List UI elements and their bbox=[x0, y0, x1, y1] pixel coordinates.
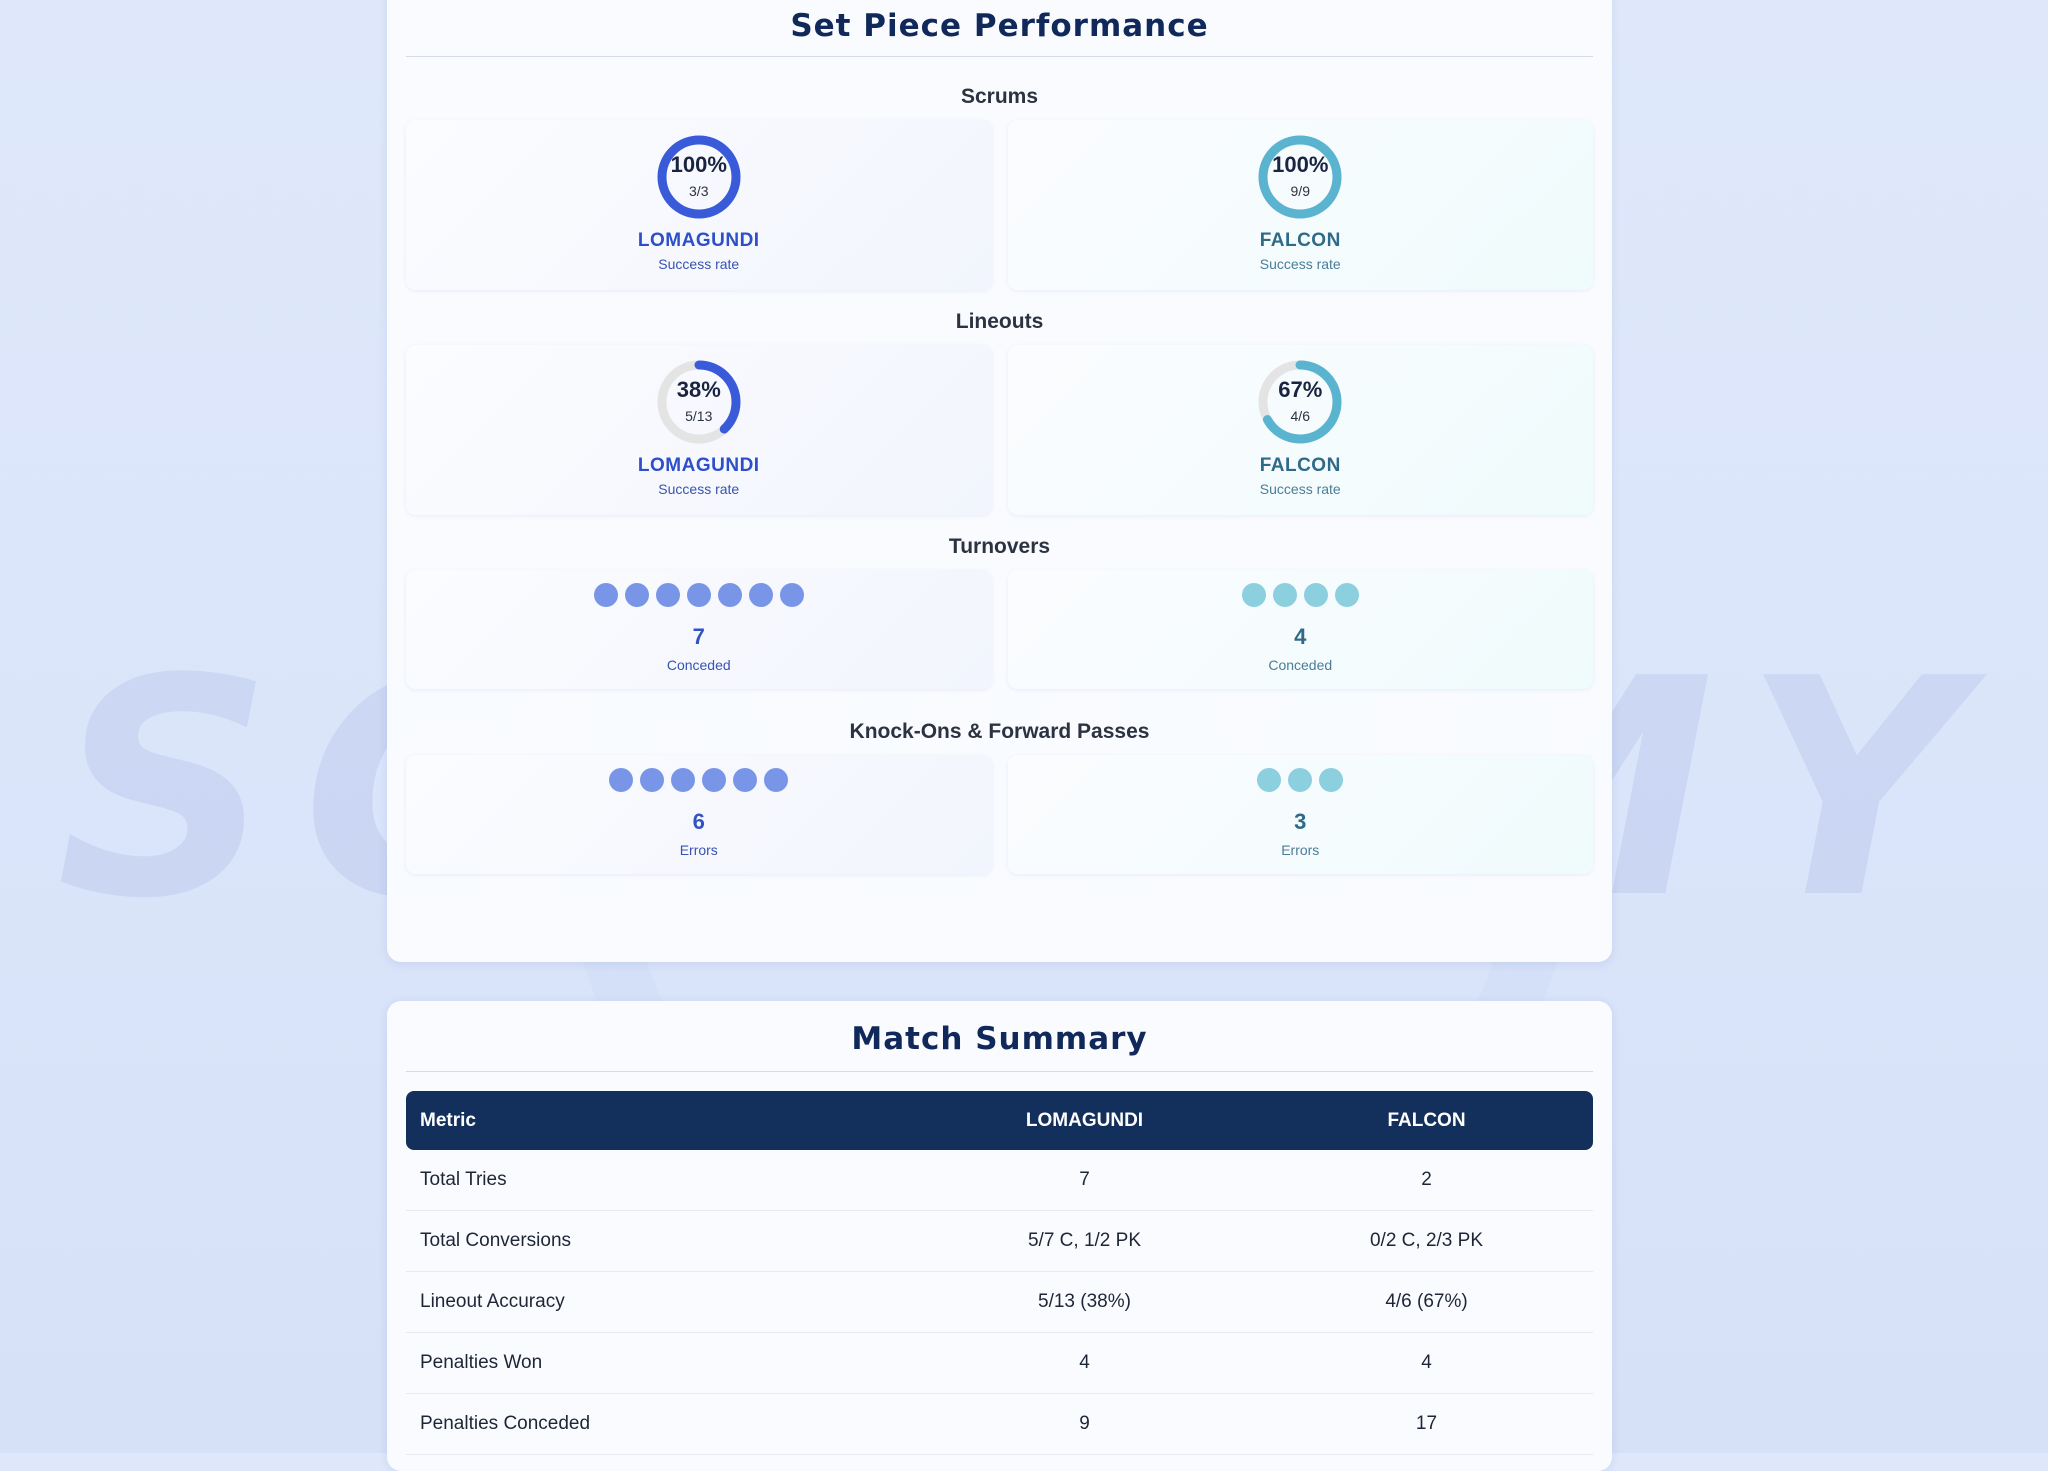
knock-ons-away-count: 3 bbox=[1294, 809, 1307, 834]
scrums-away-percent: 100% bbox=[1272, 152, 1329, 177]
lineouts-away-percent: 67% bbox=[1278, 377, 1323, 402]
knock-ons-heading: Knock-Ons & Forward Passes bbox=[849, 720, 1150, 743]
home-value-cell: 7 bbox=[909, 1150, 1260, 1211]
lineouts-away-ring: 67% 4/6 bbox=[1257, 359, 1343, 445]
table-row: Lineout Accuracy 5/13 (38%) 4/6 (67%) bbox=[406, 1271, 1593, 1333]
count-dot bbox=[1319, 768, 1344, 792]
scrums-away-fraction: 9/9 bbox=[1290, 183, 1310, 199]
turnovers-away-dots bbox=[1008, 583, 1594, 607]
count-dot bbox=[624, 583, 649, 607]
count-dot bbox=[1334, 583, 1359, 607]
count-dot bbox=[1272, 583, 1297, 607]
divider bbox=[406, 1071, 1593, 1072]
count-dot bbox=[1241, 583, 1266, 607]
lineouts-home-ring: 38% 5/13 bbox=[656, 359, 742, 445]
knock-ons-away-panel: 3 Errors bbox=[1007, 755, 1594, 874]
lineouts-away-sublabel: Success rate bbox=[1259, 481, 1341, 497]
lineouts-home-team: LOMAGUNDI bbox=[637, 455, 760, 476]
scrums-home-sublabel: Success rate bbox=[658, 256, 740, 272]
lineouts-away-panel: 67% 4/6 FALCON Success rate bbox=[1007, 345, 1593, 515]
summary-table: Metric LOMAGUNDI FALCON Total Tries 7 2 … bbox=[406, 1091, 1593, 1455]
count-dot bbox=[779, 583, 804, 607]
count-dot bbox=[686, 583, 711, 607]
table-row: Total Conversions 5/7 C, 1/2 PK 0/2 C, 2… bbox=[406, 1210, 1593, 1272]
home-value-cell: 5/13 (38%) bbox=[909, 1271, 1260, 1333]
count-dot bbox=[593, 583, 618, 607]
count-dot bbox=[1257, 768, 1282, 792]
lineouts-home-percent: 38% bbox=[676, 377, 721, 402]
set-piece-title: Set Piece Performance bbox=[790, 8, 1209, 44]
count-dot bbox=[640, 768, 665, 792]
count-dot bbox=[609, 768, 634, 792]
set-piece-card: Set Piece Performance Scrums 100% 3/3 LO… bbox=[387, 0, 1612, 962]
scrums-away-sublabel: Success rate bbox=[1259, 256, 1341, 272]
away-value-cell: 2 bbox=[1260, 1150, 1593, 1211]
count-dot bbox=[655, 583, 680, 607]
turnovers-heading: Turnovers bbox=[948, 535, 1051, 558]
lineouts-home-sublabel: Success rate bbox=[658, 481, 740, 497]
away-value-cell: 0/2 C, 2/3 PK bbox=[1260, 1210, 1593, 1272]
header-metric: Metric bbox=[420, 1109, 476, 1131]
knock-ons-home-panel: 6 Errors bbox=[406, 755, 992, 874]
match-summary-card: Match Summary Metric LOMAGUNDI FALCON To… bbox=[387, 1001, 1612, 1471]
scrums-away-panel: 100% 9/9 FALCON Success rate bbox=[1007, 120, 1593, 290]
metric-cell: Total Conversions bbox=[406, 1210, 909, 1272]
count-dot bbox=[717, 583, 742, 607]
scrums-heading: Scrums bbox=[960, 85, 1039, 108]
away-value-cell: 17 bbox=[1260, 1393, 1593, 1455]
away-value-cell: 4/6 (67%) bbox=[1260, 1271, 1593, 1333]
home-value-cell: 5/7 C, 1/2 PK bbox=[909, 1210, 1260, 1272]
knock-ons-home-dots bbox=[406, 768, 992, 792]
count-dot bbox=[702, 768, 727, 792]
turnovers-away-count: 4 bbox=[1294, 624, 1307, 649]
turnovers-home-panel: 7 Conceded bbox=[406, 570, 992, 689]
turnovers-away-sublabel: Conceded bbox=[1268, 657, 1333, 673]
header-home-team: LOMAGUNDI bbox=[1025, 1109, 1144, 1131]
count-dot bbox=[748, 583, 773, 607]
lineouts-home-panel: 38% 5/13 LOMAGUNDI Success rate bbox=[406, 345, 992, 515]
knock-ons-away-sublabel: Errors bbox=[1281, 842, 1320, 858]
count-dot bbox=[671, 768, 696, 792]
count-dot bbox=[733, 768, 758, 792]
summary-header-row: Metric LOMAGUNDI FALCON bbox=[406, 1091, 1593, 1150]
lineouts-away-fraction: 4/6 bbox=[1290, 408, 1310, 424]
header-away-team: FALCON bbox=[1387, 1109, 1466, 1131]
scrums-home-percent: 100% bbox=[670, 152, 727, 177]
knock-ons-away-dots bbox=[1008, 768, 1594, 792]
lineouts-home-fraction: 5/13 bbox=[685, 408, 713, 424]
table-row: Penalties Won 4 4 bbox=[406, 1332, 1593, 1394]
count-dot bbox=[764, 768, 789, 792]
away-value-cell: 4 bbox=[1260, 1332, 1593, 1394]
lineouts-heading: Lineouts bbox=[955, 310, 1044, 333]
table-row: Penalties Conceded 9 17 bbox=[406, 1393, 1593, 1455]
home-value-cell: 9 bbox=[909, 1393, 1260, 1455]
metric-cell: Lineout Accuracy bbox=[406, 1271, 909, 1333]
turnovers-home-count: 7 bbox=[692, 624, 705, 649]
turnovers-away-panel: 4 Conceded bbox=[1007, 570, 1594, 689]
table-row: Total Tries 7 2 bbox=[406, 1150, 1593, 1211]
divider bbox=[406, 56, 1593, 57]
knock-ons-home-sublabel: Errors bbox=[679, 842, 718, 858]
scrums-home-fraction: 3/3 bbox=[689, 183, 709, 199]
metric-cell: Total Tries bbox=[406, 1150, 909, 1211]
match-summary-title: Match Summary bbox=[851, 1021, 1148, 1057]
turnovers-home-dots bbox=[406, 583, 992, 607]
count-dot bbox=[1288, 768, 1313, 792]
scrums-home-panel: 100% 3/3 LOMAGUNDI Success rate bbox=[406, 120, 992, 290]
scrums-home-ring: 100% 3/3 bbox=[656, 134, 742, 220]
knock-ons-home-count: 6 bbox=[692, 809, 705, 834]
count-dot bbox=[1303, 583, 1328, 607]
scrums-home-team: LOMAGUNDI bbox=[637, 230, 760, 251]
home-value-cell: 4 bbox=[909, 1332, 1260, 1394]
turnovers-home-sublabel: Conceded bbox=[666, 657, 731, 673]
scrums-away-team: FALCON bbox=[1259, 230, 1341, 251]
lineouts-away-team: FALCON bbox=[1259, 455, 1341, 476]
scrums-away-ring: 100% 9/9 bbox=[1257, 134, 1343, 220]
metric-cell: Penalties Won bbox=[406, 1332, 909, 1394]
metric-cell: Penalties Conceded bbox=[406, 1393, 909, 1455]
